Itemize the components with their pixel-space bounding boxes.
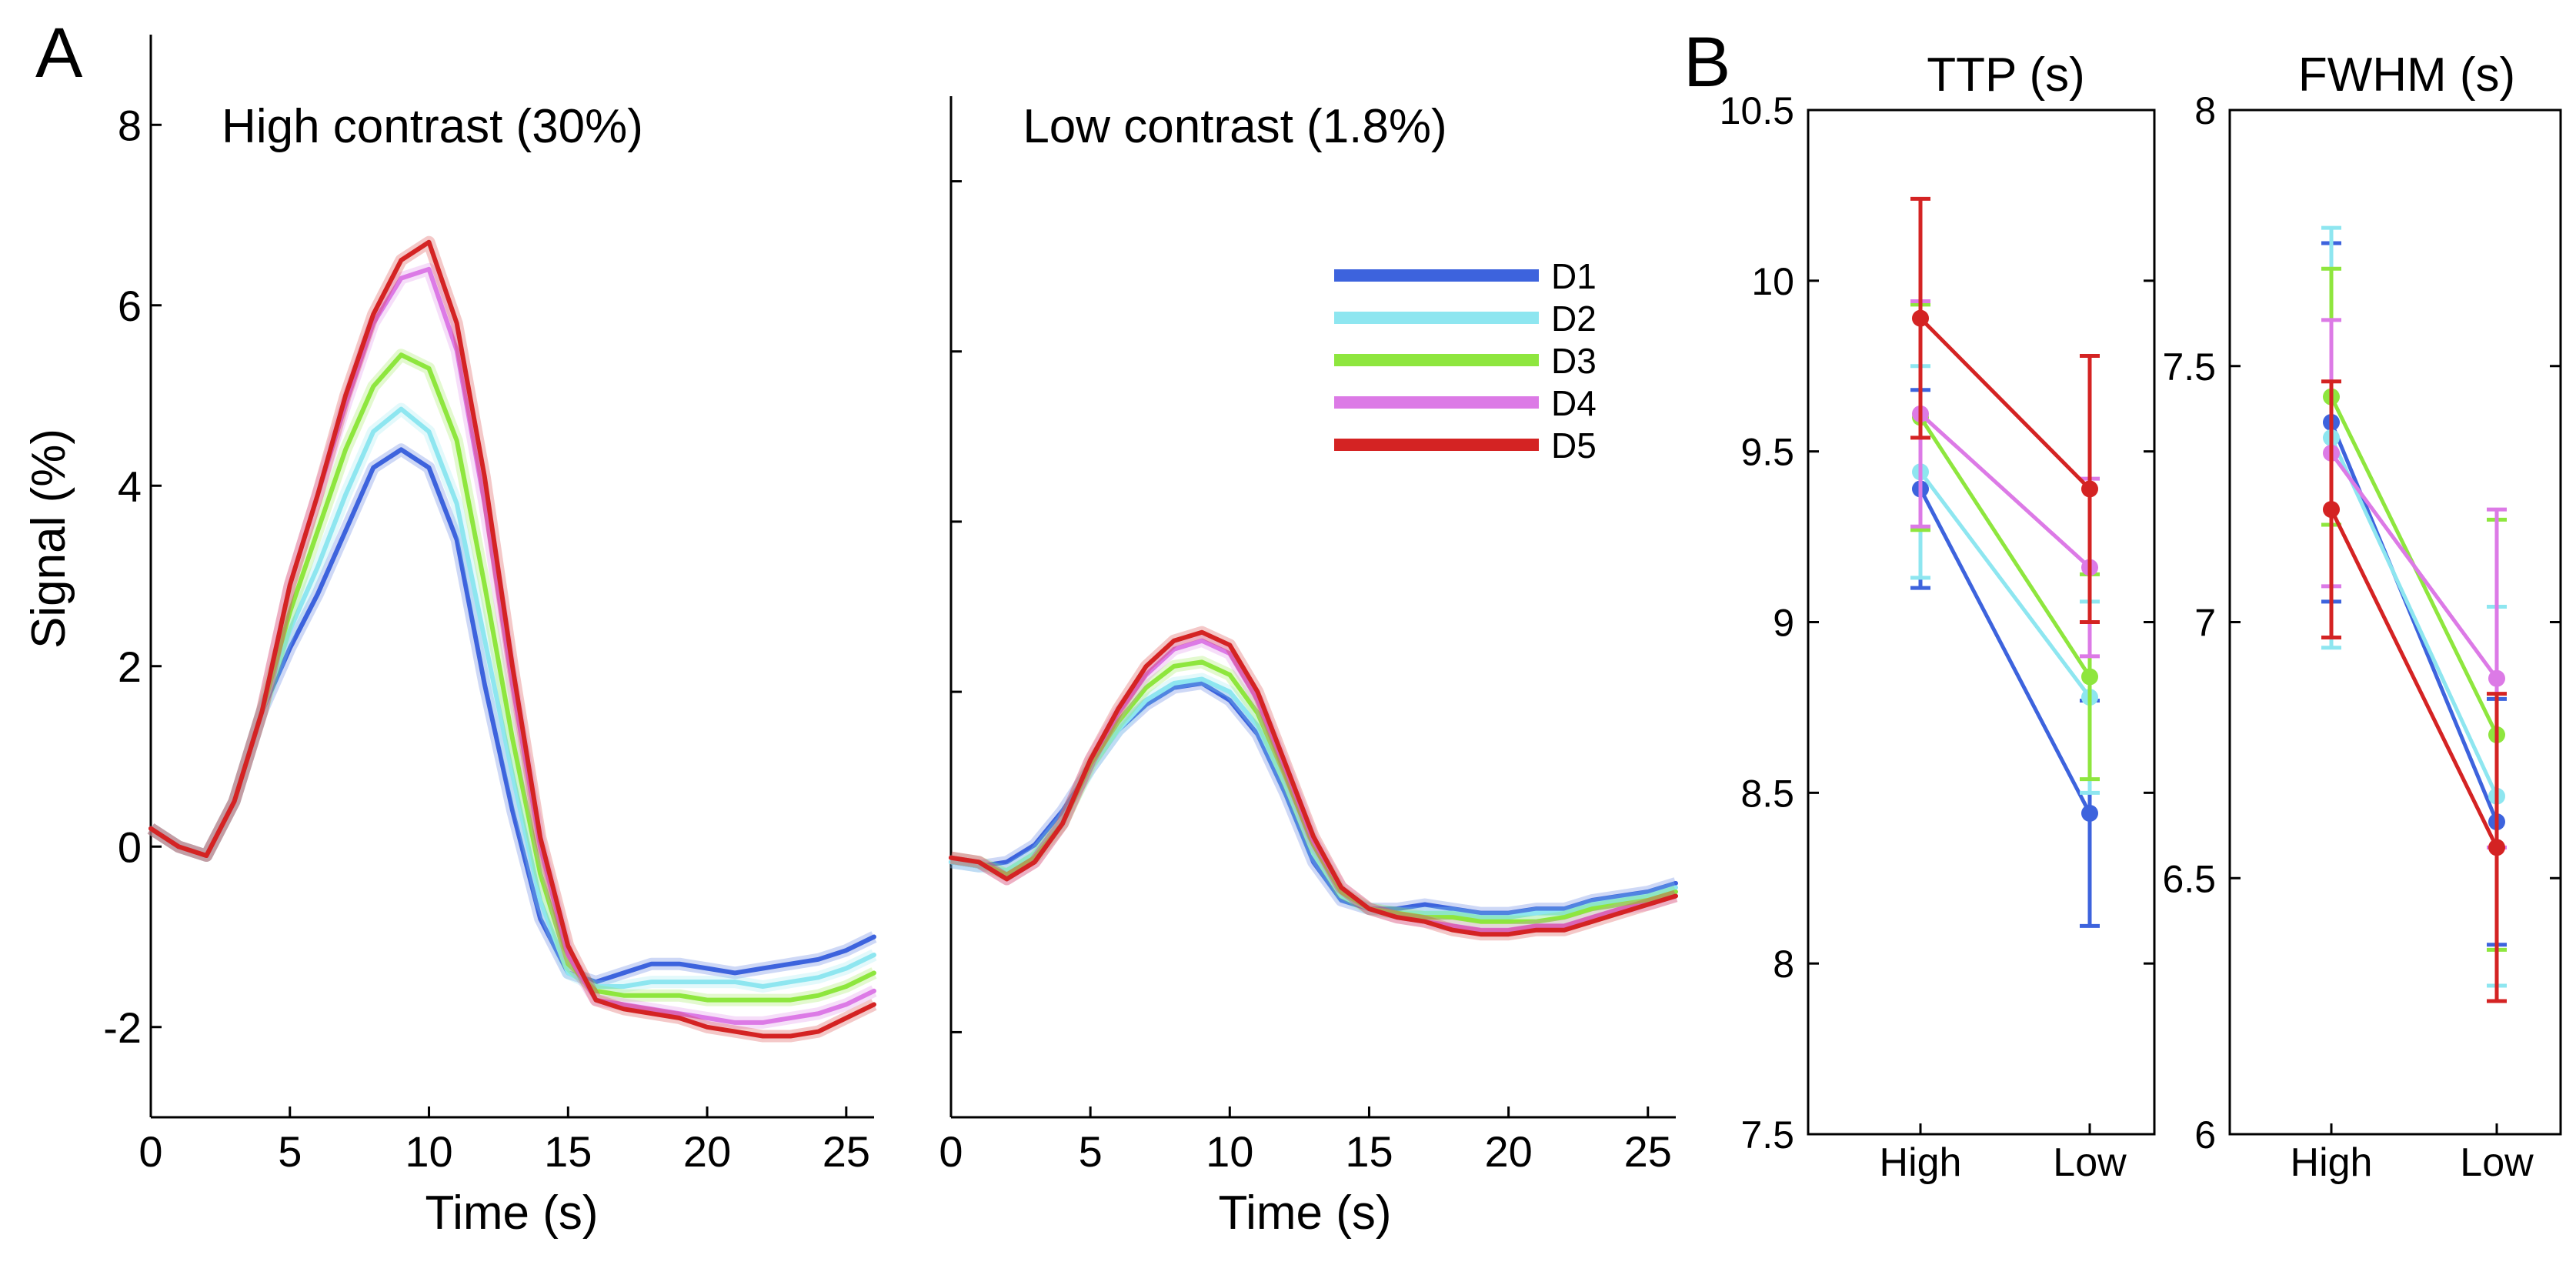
data-point-D5 — [2323, 501, 2340, 519]
legend-label-D1: D1 — [1551, 256, 1597, 296]
series-line-D5 — [2329, 508, 2499, 849]
y-tick-label: -2 — [103, 1003, 142, 1052]
series-line-D2 — [949, 676, 1678, 920]
x-tick-label: 0 — [939, 1127, 963, 1176]
series-line-D2 — [2329, 436, 2499, 797]
series-line-D5 — [1919, 316, 2091, 491]
series-line-D3 — [949, 659, 1678, 924]
panel-label-b: B — [1683, 23, 1730, 102]
x-tick-label: 15 — [1345, 1127, 1393, 1176]
chart-ttp: TTP (s) 7.5 8 8.5 9 9.5 10 10.5 High Low — [1720, 48, 2156, 1185]
series-band-D5 — [147, 235, 877, 1043]
x-tick-label: 20 — [683, 1127, 731, 1176]
chart-low-contrast-xlabel: Time (s) — [1219, 1187, 1392, 1240]
y-tick-label: 2 — [118, 643, 142, 691]
series-line-D3 — [1918, 416, 2092, 678]
data-point-D5 — [2081, 480, 2098, 498]
data-point-D5 — [2488, 839, 2505, 856]
y-tick-label: 0 — [118, 823, 142, 871]
series-line-D4 — [949, 638, 1678, 933]
series-line-D4 — [2329, 452, 2499, 680]
data-point-D1 — [2081, 804, 2098, 822]
x-tick-label: 5 — [1079, 1127, 1103, 1176]
x-tick-label: Low — [2053, 1140, 2127, 1185]
y-tick-label: 7.5 — [2162, 345, 2216, 389]
y-tick-label: 6 — [2194, 1113, 2216, 1157]
y-tick-label: 7 — [2194, 602, 2216, 645]
chart-high-contrast-xlabel: Time (s) — [425, 1187, 599, 1240]
x-tick-label: High — [1880, 1140, 1962, 1185]
y-tick-label: 8.5 — [1740, 772, 1794, 815]
legend-label-D4: D4 — [1551, 383, 1597, 423]
series-band-D1 — [949, 677, 1678, 920]
plot-frame — [2228, 108, 2562, 1136]
y-tick-label: 10 — [1751, 260, 1794, 303]
chart-fwhm: FWHM (s) 6 6.5 7 7.5 8 High Low — [2162, 48, 2562, 1185]
y-tick-label: 6.5 — [2162, 857, 2216, 900]
chart-high-contrast: High contrast (30%) Time (s) Signal (%) … — [22, 35, 877, 1240]
x-tick-label: 5 — [278, 1127, 302, 1176]
series-line-D5 — [949, 629, 1678, 937]
x-tick-label: High — [2291, 1140, 2373, 1185]
series-band-D4 — [949, 634, 1678, 936]
x-tick-label: 10 — [1206, 1127, 1253, 1176]
x-tick-label: 10 — [405, 1127, 452, 1176]
x-tick-label: 15 — [544, 1127, 592, 1176]
series-band-D2 — [949, 673, 1678, 924]
y-tick-label: 7.5 — [1740, 1113, 1794, 1157]
y-tick-label: 8 — [1773, 943, 1794, 986]
legend-label-D3: D3 — [1551, 341, 1597, 381]
x-tick-label: 0 — [138, 1127, 162, 1176]
legend-label-D2: D2 — [1551, 299, 1597, 339]
x-tick-label: Low — [2460, 1140, 2534, 1185]
data-point-D4 — [2488, 669, 2505, 687]
data-point-D3 — [2081, 668, 2098, 686]
y-tick-label: 9 — [1773, 602, 1794, 645]
panel-label-a: A — [35, 14, 83, 92]
y-tick-label: 9.5 — [1740, 431, 1794, 474]
y-tick-label: 8 — [2194, 89, 2216, 132]
x-tick-label: 20 — [1484, 1127, 1532, 1176]
series-line-D1 — [2329, 421, 2499, 823]
y-tick-label: 10.5 — [1720, 89, 1794, 132]
chart-low-contrast: Low contrast (1.8%) Time (s) 0 5 10 15 20 25 — [939, 96, 1678, 1240]
data-point-D5 — [1912, 309, 1929, 327]
series-line-D2 — [1919, 470, 2091, 699]
series-line-D5 — [148, 239, 876, 1039]
chart-ttp-title: TTP (s) — [1927, 48, 2085, 102]
x-tick-label: 25 — [823, 1127, 870, 1176]
series-line-D1 — [949, 681, 1678, 916]
series-band-D5 — [949, 626, 1678, 941]
y-tick-label: 6 — [118, 282, 142, 330]
chart-fwhm-title: FWHM (s) — [2298, 48, 2515, 102]
series-line-D4 — [1919, 412, 2091, 569]
chart-low-contrast-title: Low contrast (1.8%) — [1023, 100, 1446, 153]
y-tick-label: 4 — [118, 462, 142, 510]
x-tick-label: 25 — [1624, 1127, 1672, 1176]
plot-frame — [1807, 108, 2156, 1136]
y-tick-label: 8 — [118, 101, 142, 149]
series-band-D3 — [949, 656, 1678, 928]
legend-label-D5: D5 — [1551, 426, 1597, 466]
chart-high-contrast-ylabel: Signal (%) — [22, 429, 75, 649]
series-line-D1 — [1918, 488, 2092, 815]
chart-high-contrast-title: High contrast (30%) — [222, 100, 643, 153]
